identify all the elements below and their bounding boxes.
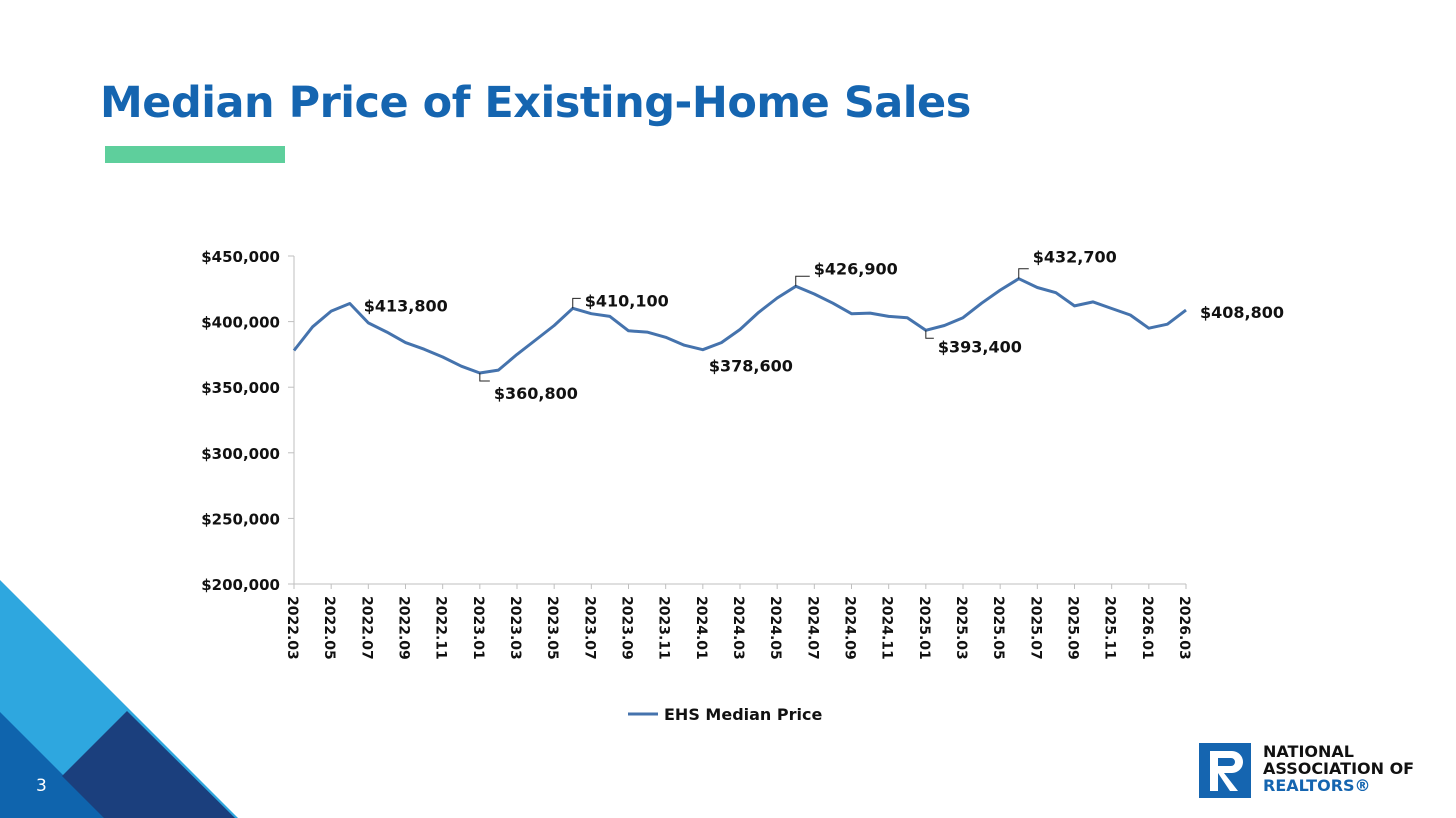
chart-legend: EHS Median Price (628, 705, 822, 724)
data-label: $393,400 (938, 337, 1022, 356)
data-label: $432,700 (1033, 248, 1117, 267)
x-tick-label: 2024.01 (693, 596, 709, 660)
data-label: $426,900 (814, 259, 898, 278)
x-tick-label: 2022.07 (358, 596, 374, 660)
x-tick-label: 2022.05 (321, 596, 337, 660)
chart-axes (288, 255, 1187, 589)
chart-series (292, 277, 1187, 375)
realtor-r-icon (1199, 743, 1251, 798)
y-tick-label: $250,000 (201, 510, 280, 528)
x-tick-label: 2025.11 (1102, 596, 1118, 660)
x-tick-label: 2026.01 (1139, 596, 1155, 660)
data-label-leader (479, 373, 490, 382)
y-tick-label: $300,000 (201, 445, 280, 463)
x-tick-label: 2023.11 (656, 596, 672, 660)
data-label: $360,800 (494, 384, 578, 403)
x-tick-label: 2025.03 (953, 596, 969, 660)
x-tick-label: 2025.09 (1065, 596, 1081, 660)
x-tick-label: 2024.03 (730, 596, 746, 660)
y-axis-labels: $200,000 $250,000 $300,000 $350,000 $400,000… (201, 248, 280, 594)
x-axis-labels: 2022.03 2022.05 2022.07 2022.09 2022.11 2023.… (284, 596, 1192, 660)
page-title: Median Price of Existing-Home Sales (100, 78, 971, 128)
x-tick-label: 2022.11 (433, 596, 449, 660)
data-label-leader (795, 275, 810, 287)
x-tick-label: 2024.09 (842, 596, 858, 660)
data-label: $410,100 (585, 291, 669, 310)
data-label-leader (572, 297, 581, 309)
x-tick-label: 2025.07 (1027, 596, 1043, 660)
x-tick-label: 2022.03 (284, 596, 300, 660)
y-tick-label: $350,000 (201, 379, 280, 397)
logo-wordmark: NATIONAL ASSOCIATION OF REALTORS® (1263, 743, 1414, 794)
x-tick-label: 2024.05 (767, 596, 783, 660)
corner-decoration (0, 580, 238, 818)
data-label: $408,800 (1200, 303, 1284, 322)
x-tick-label: 2024.07 (804, 596, 820, 660)
x-tick-label: 2023.05 (544, 596, 560, 660)
x-tick-label: 2026.03 (1176, 596, 1192, 660)
title-accent-bar (105, 146, 285, 163)
x-tick-label: 2024.11 (879, 596, 895, 660)
chart-annotations: $413,800 $360,800 $410,100 $378,600 $426,900… (364, 248, 1284, 403)
y-tick-label: $400,000 (201, 314, 280, 332)
logo-line-1: NATIONAL (1263, 742, 1354, 761)
nar-logo: NATIONAL ASSOCIATION OF REALTORS® (1199, 743, 1439, 801)
y-tick-label: $200,000 (201, 576, 280, 594)
data-label-leader (1018, 268, 1029, 279)
x-tick-label: 2023.01 (470, 596, 486, 660)
x-tick-label: 2025.01 (916, 596, 932, 660)
legend-label: EHS Median Price (664, 705, 822, 724)
x-tick-label: 2025.05 (990, 596, 1006, 660)
x-tick-label: 2022.09 (396, 596, 412, 660)
data-label: $378,600 (709, 357, 793, 376)
page-number: 3 (36, 776, 47, 796)
y-tick-label: $450,000 (201, 248, 280, 266)
logo-line-2: ASSOCIATION OF (1263, 759, 1415, 778)
x-tick-label: 2023.07 (581, 596, 597, 660)
x-tick-label: 2023.09 (619, 596, 635, 660)
logo-line-3: REALTORS® (1263, 776, 1371, 795)
x-tick-label: 2023.03 (507, 596, 523, 660)
data-label: $413,800 (364, 296, 448, 315)
data-label-leader (925, 330, 934, 339)
series-line (292, 277, 1187, 375)
